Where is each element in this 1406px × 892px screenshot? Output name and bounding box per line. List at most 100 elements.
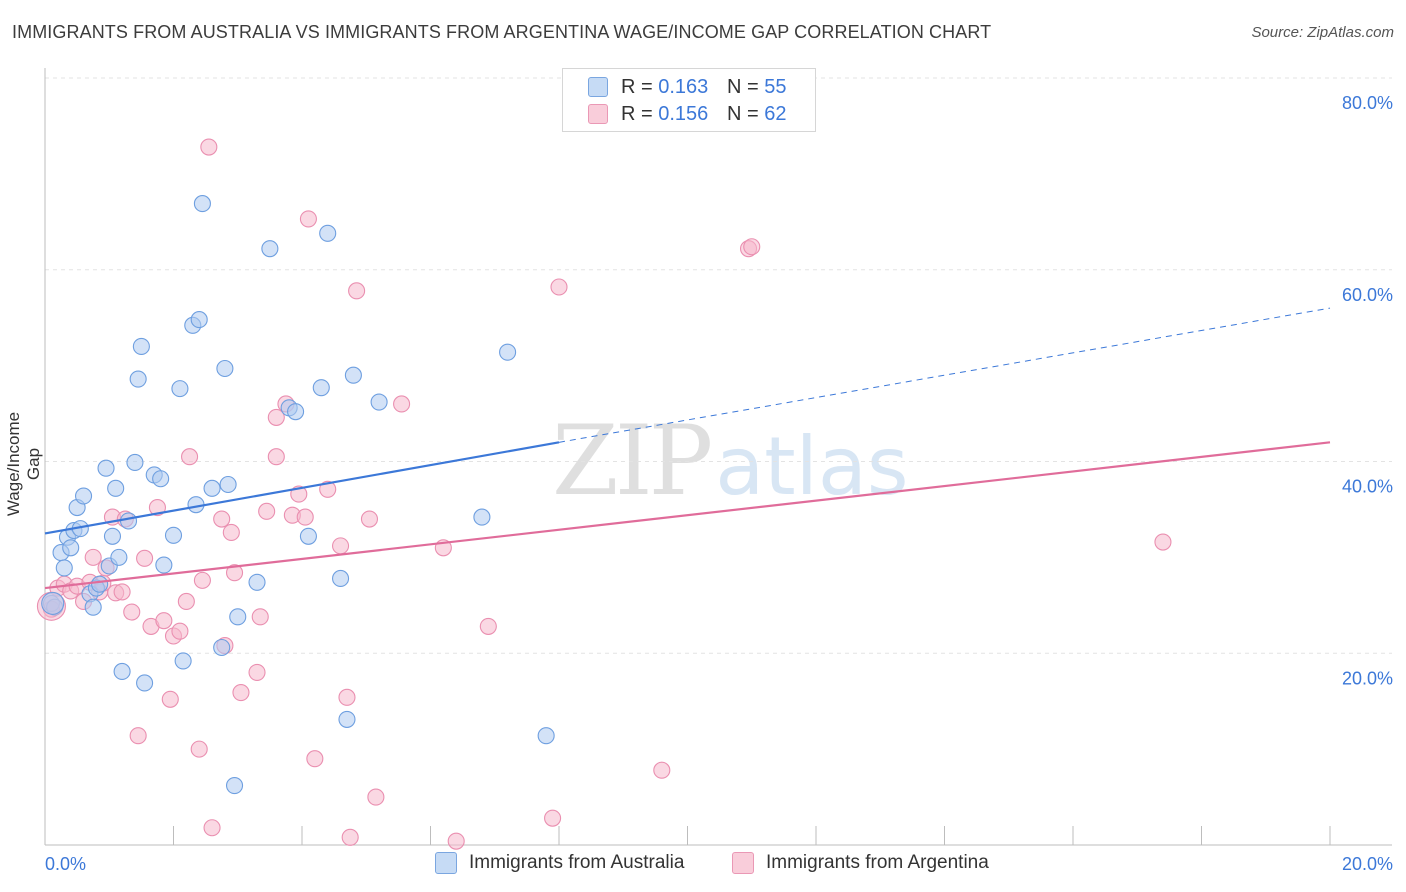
point-argentina [251,608,269,626]
point-australia [103,527,122,545]
point-argentina [550,278,568,296]
point-australia [299,527,317,545]
bottom-legend-label-australia: Immigrants from Australia [469,852,685,873]
point-australia [107,479,125,497]
bottom-legend-swatch-pink [732,852,754,874]
legend-r-pink: R = 0.156 [621,103,708,126]
point-argentina [225,564,244,582]
watermark-atlas: atlas [715,420,909,513]
point-argentina [155,612,173,630]
point-argentina [84,548,102,566]
point-argentina [393,395,411,413]
legend-n-blue: N = 55 [727,76,787,99]
legend-n-value-blue: 55 [764,75,787,98]
point-australia [174,652,192,670]
point-australia [113,662,131,681]
point-australia [55,559,73,577]
point-argentina [148,498,166,517]
point-argentina [193,571,211,589]
legend-n-label-pink: N = [727,102,765,125]
legend-r-label-blue: R = [621,75,659,98]
point-australia [152,470,170,488]
point-australia [248,573,266,591]
point-argentina [136,549,154,567]
point-argentina [306,750,324,768]
trendline-australia [44,441,560,535]
y-tick-label: 80.0% [1342,93,1393,113]
point-australia [499,343,517,361]
point-argentina [653,761,671,779]
legend-n-label-blue: N = [727,75,765,98]
point-australia [62,539,80,557]
x-tick-label: 20.0% [1342,854,1393,874]
bottom-legend-australia: Immigrants from Australia [435,852,684,874]
legend-swatch-pink [588,104,608,124]
point-argentina [479,617,497,635]
point-argentina [171,622,189,640]
point-australia [537,727,555,745]
chart-title: IMMIGRANTS FROM AUSTRALIA VS IMMIGRANTS … [12,22,992,42]
point-australia [155,556,173,574]
point-australia [312,379,330,397]
point-argentina [1154,533,1172,551]
point-australia [119,512,138,530]
point-australia [225,777,244,795]
point-argentina [203,819,221,837]
point-australia [219,475,237,494]
point-australia [126,453,144,472]
legend-r-value-blue: 0.163 [658,75,709,98]
point-argentina [267,408,285,426]
point-australia [190,311,208,329]
x-tick-label: 0.0% [45,854,86,874]
point-australia [338,710,356,728]
point-australia [97,459,115,477]
point-argentina [447,832,465,850]
point-australia [216,359,234,378]
point-australia [41,591,65,615]
point-argentina [296,508,314,526]
point-argentina [338,688,356,706]
point-argentina [213,510,231,528]
trendline-australia-extension [558,307,1331,443]
point-australia [473,508,491,526]
point-australia [287,403,305,421]
point-argentina [331,537,350,555]
y-tick-label: 60.0% [1342,285,1393,305]
point-australia [110,548,128,566]
point-australia [91,575,109,593]
point-australia [331,569,350,588]
point-argentina [222,523,240,541]
legend-r-value-pink: 0.156 [658,102,709,125]
legend-r-label-pink: R = [621,102,659,125]
point-australia [344,366,362,384]
point-argentina [544,809,562,827]
legend-r-blue: R = 0.163 [621,76,708,99]
point-argentina [367,788,385,806]
bottom-legend-swatch-blue [435,852,457,874]
source-label: Source: ZipAtlas.com [1251,24,1394,41]
bottom-legend-argentina: Immigrants from Argentina [732,852,989,874]
legend-n-value-pink: 62 [764,102,787,125]
point-australia [261,240,279,258]
point-australia [370,393,388,411]
point-australia [84,598,102,616]
point-argentina [267,448,285,466]
point-argentina [129,727,147,745]
point-argentina [190,740,208,758]
point-argentina [123,603,141,621]
point-australia [193,195,211,213]
point-argentina [360,510,379,528]
y-tick-label: 40.0% [1342,477,1393,497]
point-australia [203,479,221,497]
point-argentina [319,480,337,498]
point-australia [132,337,150,356]
point-argentina [299,210,317,228]
y-axis-label: Wage/Income Gap [4,411,43,517]
legend-swatch-blue [588,77,608,97]
point-australia [129,370,147,388]
point-australia [75,487,93,505]
point-argentina [161,690,179,708]
point-australia [171,380,189,398]
point-australia [229,608,247,626]
